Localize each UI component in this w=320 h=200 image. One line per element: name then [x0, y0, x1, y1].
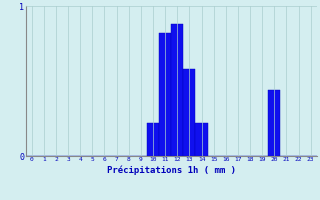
X-axis label: Précipitations 1h ( mm ): Précipitations 1h ( mm ): [107, 165, 236, 175]
Bar: [147, 123, 159, 156]
Bar: [196, 123, 208, 156]
Bar: [268, 90, 280, 156]
Bar: [183, 69, 196, 156]
Bar: [171, 24, 183, 156]
Bar: [159, 33, 171, 156]
